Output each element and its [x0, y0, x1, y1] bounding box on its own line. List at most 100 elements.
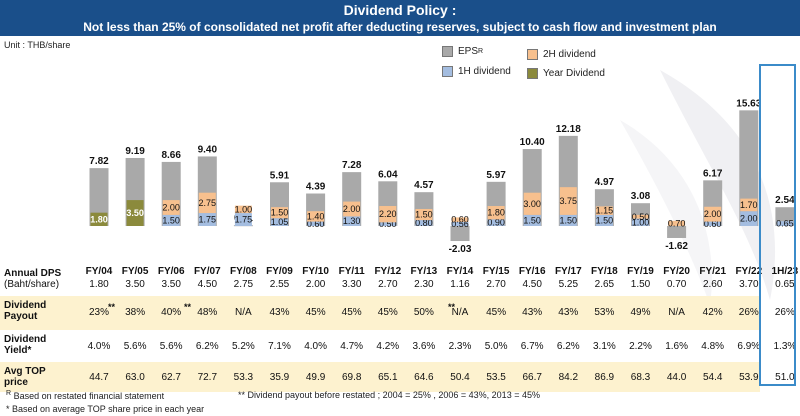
avg-price-1h23: 51.0: [775, 372, 795, 383]
label-avg-price-line1: Avg TOP: [4, 366, 46, 377]
category-label-fy14: FY/14: [446, 266, 474, 277]
h1-label-fy10: 0.60: [307, 219, 325, 229]
payout-fy21: 42%: [702, 307, 723, 318]
category-label-fy21: FY/21: [699, 266, 727, 277]
label-payout-line2: Payout: [4, 311, 38, 322]
h2-bar-fy16: [523, 192, 541, 215]
avg-price-fy04: 44.7: [89, 372, 109, 383]
category-label-fy18: FY/18: [591, 266, 618, 277]
h2-label-fy09: 1.50: [271, 208, 289, 218]
eps-label-fy20: -1.62: [665, 241, 688, 252]
label-payout-line1: Dividend: [4, 300, 47, 311]
yield-fy12: 4.2%: [376, 341, 400, 352]
legend-2h-swatch: [527, 49, 538, 60]
h2-label-fy06: 2.00: [162, 203, 180, 213]
payout-fy19: 49%: [630, 307, 651, 318]
category-label-fy09: FY/09: [266, 266, 293, 277]
eps-bar-fy04: [89, 168, 109, 226]
row-annual-dps: Annual DPS (Baht/share) FY/04 FY/05 FY/06 F…: [0, 264, 800, 292]
h1-bar-fy17: [559, 214, 577, 226]
eps-label-fy10: 4.39: [306, 182, 326, 193]
annual-dps-fy04: 1.80: [89, 279, 109, 290]
yield-fy21: 4.8%: [701, 341, 725, 352]
category-label-fy17: FY/17: [554, 266, 582, 277]
eps-label-fy16: 10.40: [520, 137, 545, 148]
category-label-fy22: FY/22: [735, 266, 763, 277]
h1-bar-fy06: [162, 214, 180, 226]
avg-price-fy09: 35.9: [269, 372, 290, 383]
category-label-fy15: FY/15: [482, 266, 510, 277]
annual-dps-fy17: 5.25: [558, 279, 579, 290]
label-annual-dps-line2: (Baht/share): [4, 279, 60, 290]
h2-bar-fy15: [487, 206, 505, 220]
h2-label-fy11: 2.00: [343, 204, 361, 214]
avg-price-fy08: 53.3: [233, 372, 254, 383]
h1-label-fy18: 1.50: [596, 215, 614, 225]
avg-price-fy14: 50.4: [450, 372, 470, 383]
h1-label-fy06: 1.50: [162, 215, 180, 225]
eps-label-fy21: 6.17: [703, 168, 723, 179]
annual-dps-fy21: 2.60: [702, 279, 723, 290]
yield-fy16: 6.7%: [520, 341, 544, 352]
row-avg-price: Avg TOP price 44.7 63.0 62.7 72.7 53.3 35.9 49…: [0, 364, 800, 392]
annual-dps-fy19: 1.50: [630, 279, 651, 290]
h2-bar-fy12: [379, 206, 397, 223]
avg-price-fy10: 49.9: [305, 372, 326, 383]
eps-label-fy05: 9.19: [125, 146, 145, 157]
annual-dps-fy20: 0.70: [666, 279, 687, 290]
eps-bar-fy14: [450, 226, 470, 242]
h2-label-fy21: 2.00: [704, 209, 722, 219]
category-label-fy08: FY/08: [230, 266, 257, 277]
legend-eps-sup: R: [478, 48, 484, 55]
h1-bar-1h23: [776, 221, 794, 226]
legend-2h: 2H dividend: [527, 49, 596, 60]
eps-label-fy09: 5.91: [270, 170, 290, 181]
category-label-fy07: FY/07: [193, 266, 221, 277]
annual-dps-fy11: 3.30: [341, 279, 362, 290]
payout-fy22: 26%: [738, 307, 759, 318]
eps-label-fy06: 8.66: [161, 150, 181, 161]
h1-bar-fy13: [415, 220, 433, 226]
footnote-payout-restated: ** Dividend payout before restated ; 200…: [238, 390, 540, 400]
footnote-marker-fy07: **: [184, 302, 192, 312]
footnote-restated-text: Based on restated financial statement: [13, 391, 165, 401]
h2-label-fy08: 1.00: [235, 204, 253, 214]
yield-fy05: 5.6%: [123, 341, 147, 352]
row-yield: Dividend Yield* 4.0% 5.6% 5.6% 6.2% 5.2% 7.1%…: [0, 332, 800, 362]
annual-dps-fy09: 2.55: [269, 279, 290, 290]
yield-fy19: 2.2%: [629, 341, 652, 352]
h2-label-fy12: 2.20: [379, 209, 397, 219]
h2-label-fy17: 3.75: [560, 196, 578, 206]
payout-fy05: 38%: [125, 307, 146, 318]
category-label-fy20: FY/20: [663, 266, 690, 277]
h1-bar-fy09: [271, 218, 288, 226]
h1-label-fy07: 1.75: [199, 215, 217, 225]
h2-bar-fy21: [704, 206, 722, 222]
yield-fy18: 3.1%: [592, 341, 616, 352]
h2-bar-fy20: [668, 220, 686, 226]
annual-dps-fy16: 4.50: [522, 279, 542, 290]
h2-label-fy22: 1.70: [740, 200, 758, 210]
legend-year-label: Year Dividend: [543, 68, 605, 79]
h1-bar-fy12: [379, 222, 397, 226]
legend-eps: EPS R: [442, 46, 483, 57]
payout-fy09: 43%: [269, 307, 290, 318]
payout-fy15: 45%: [486, 307, 507, 318]
yield-fy10: 4.0%: [304, 341, 327, 352]
eps-label-fy17: 12.18: [556, 124, 581, 135]
h1-bar-fy21: [704, 221, 722, 226]
h1-label-fy15: 0.90: [487, 218, 505, 228]
eps-label-fy12: 6.04: [378, 169, 398, 180]
h2-bar-fy06: [162, 200, 180, 215]
h2-bar-fy14: [451, 217, 469, 222]
h1-label-fy09: 1.05: [271, 217, 289, 227]
h1-label-fy21: 0.60: [704, 219, 722, 229]
h2-label-fy14: 0.60: [451, 215, 469, 225]
header-banner: Dividend Policy : Not less than 25% of c…: [0, 0, 800, 36]
payout-fy08: N/A: [235, 307, 252, 318]
yield-fy13: 3.6%: [412, 341, 436, 352]
annual-dps-1h23: 0.65: [775, 279, 795, 290]
h2-bar-fy18: [595, 206, 613, 215]
payout-fy14: N/A: [451, 307, 469, 318]
year-label-fy04: 1.80: [90, 214, 108, 224]
